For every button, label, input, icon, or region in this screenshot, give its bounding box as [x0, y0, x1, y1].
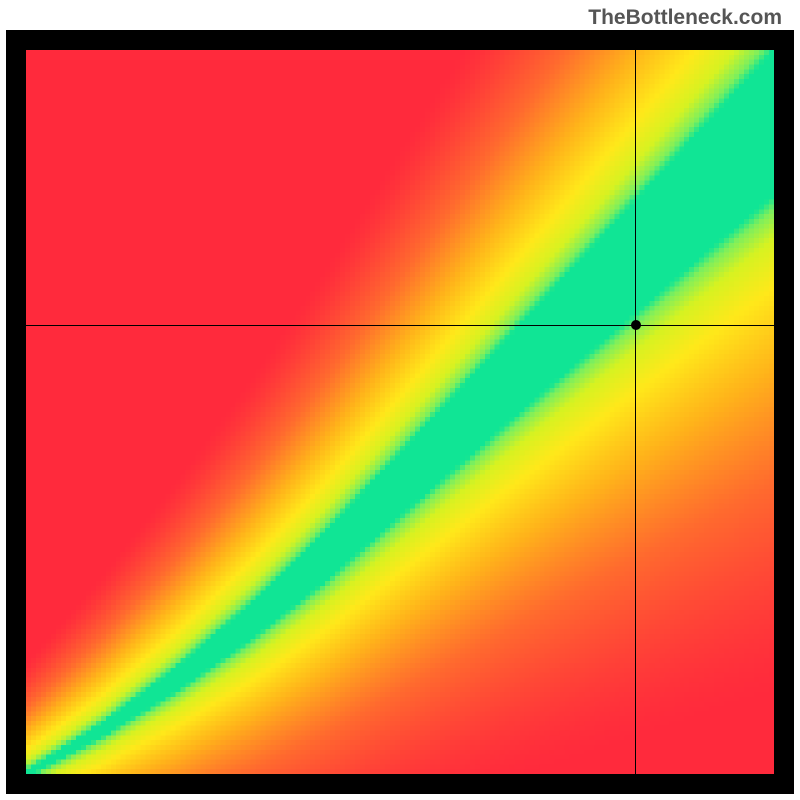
frame-right [774, 30, 794, 794]
crosshair-horizontal [26, 325, 774, 326]
heatmap-canvas [26, 50, 774, 774]
watermark-text: TheBottleneck.com [588, 6, 782, 30]
figure-container: TheBottleneck.com [0, 0, 800, 800]
heatmap-canvas-wrap [26, 50, 774, 774]
crosshair-vertical [635, 50, 636, 774]
frame-bottom [6, 774, 794, 794]
frame-left [6, 30, 26, 794]
crosshair-marker [631, 320, 641, 330]
frame-top [6, 30, 794, 50]
